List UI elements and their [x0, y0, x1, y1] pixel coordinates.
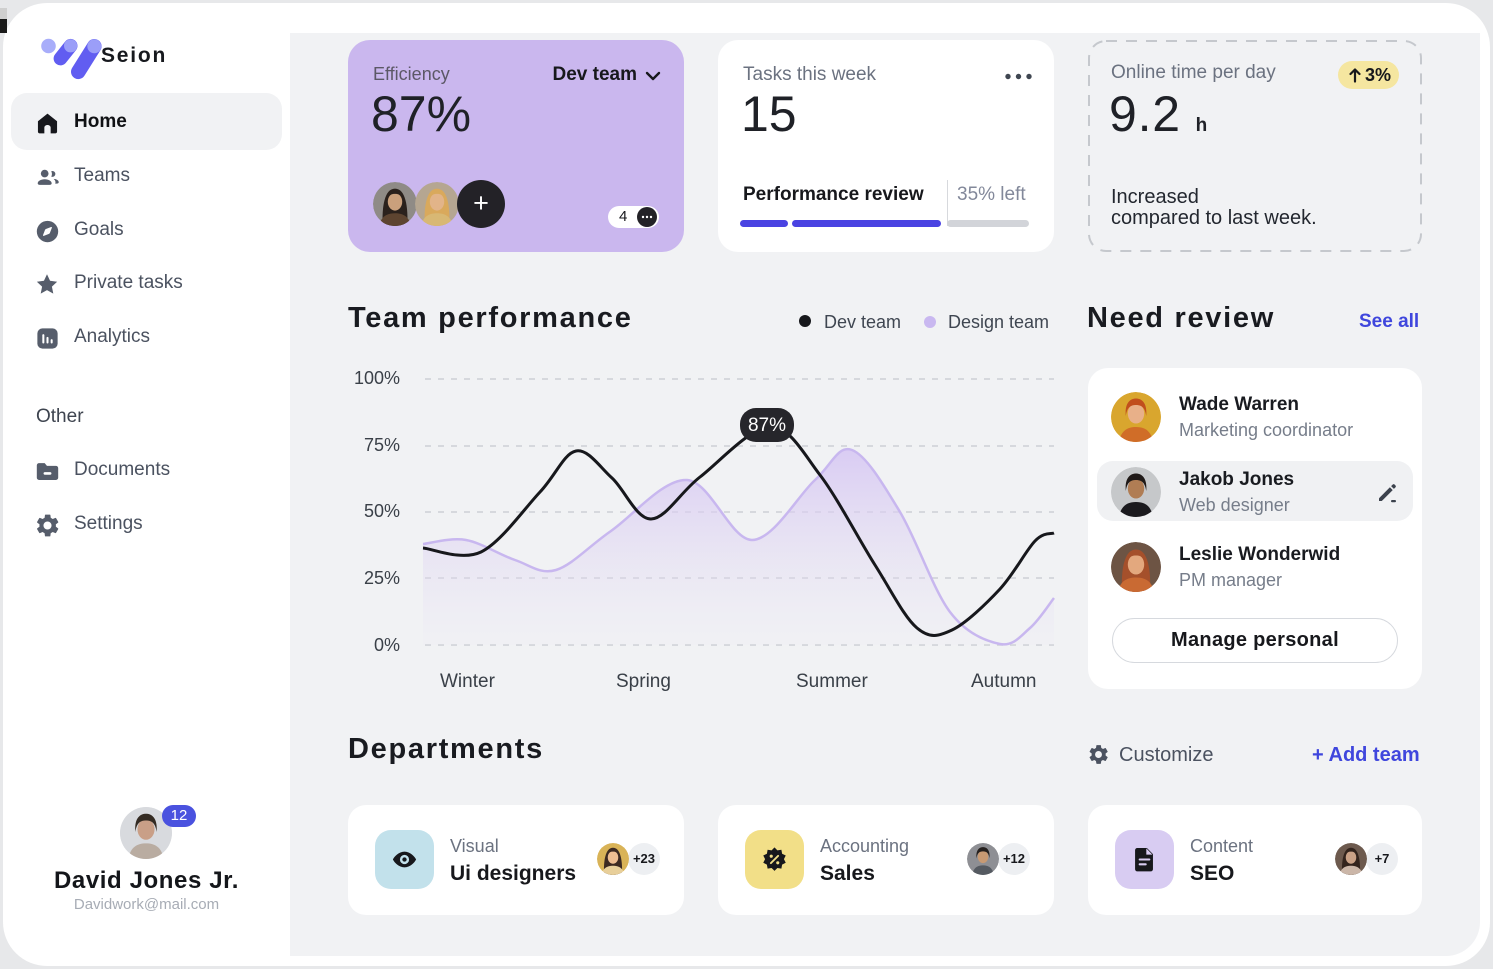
- svg-text:87%: 87%: [748, 415, 786, 436]
